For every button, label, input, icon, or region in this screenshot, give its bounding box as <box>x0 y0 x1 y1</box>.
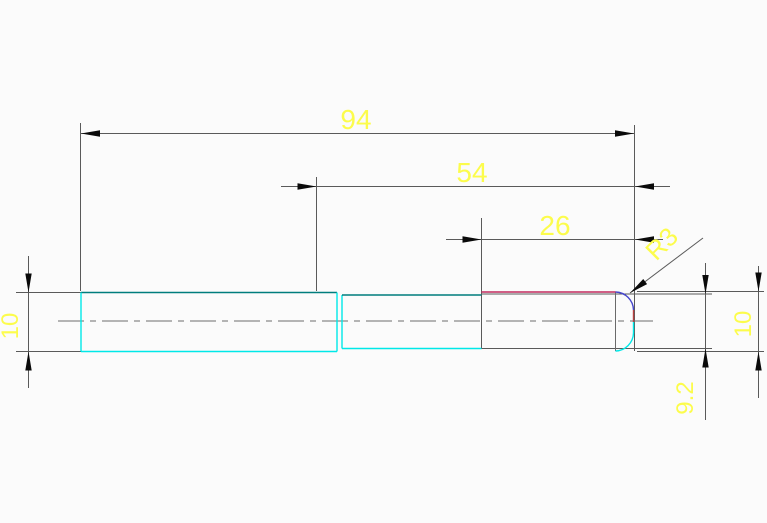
arrowhead-9.2-top <box>702 275 709 294</box>
arrowhead-54-right <box>635 183 654 190</box>
arrowhead-9.2-bot <box>702 348 709 368</box>
arrowhead-10-left-bot <box>25 351 32 371</box>
fillet-arc-top-right <box>615 291 635 311</box>
arrowhead-94-right <box>615 130 634 137</box>
dim-label-9.2: 9.2 <box>672 381 699 414</box>
dim-label-26: 26 <box>539 210 570 241</box>
arrowhead-54-left <box>297 183 317 190</box>
arrowhead-10-left-top <box>25 273 32 293</box>
arrowhead-26-left <box>462 236 482 243</box>
dim-label-10-right: 10 <box>730 311 757 338</box>
dim-label-54: 54 <box>456 157 487 188</box>
arrowhead-10-right-top <box>755 272 762 292</box>
arrowhead-10-right-bot <box>755 351 762 371</box>
dim-label-10-left: 10 <box>0 313 24 340</box>
arrowhead-26-right <box>635 236 654 243</box>
dim-label-94: 94 <box>340 104 371 135</box>
arrowhead-r3-leader <box>630 279 648 293</box>
fillet-arc-bottom-right <box>615 332 635 352</box>
arrowhead-94-left <box>81 130 100 137</box>
dim-label-r3: R3 <box>639 221 684 266</box>
